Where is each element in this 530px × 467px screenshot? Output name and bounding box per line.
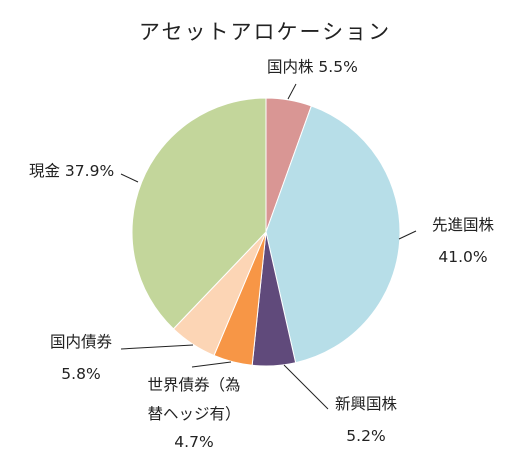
- slice-label-emerging-stocks: 新興国株 5.2%: [334, 395, 397, 445]
- slice-label-domestic-bonds: 国内債券 5.8%: [49, 333, 112, 383]
- slice-label-developed-stocks: 先進国株 41.0%: [431, 216, 494, 266]
- slice-label-domestic-stocks: 国内株 5.5%: [267, 58, 358, 76]
- chart-title: アセットアロケーション: [138, 20, 392, 44]
- pie-slice-developed-stocks: [265, 105, 401, 364]
- leader-line-domestic-bonds: [120, 344, 194, 350]
- leader-line-cash: [120, 173, 139, 183]
- pie-slice-cash: [131, 97, 267, 330]
- leader-line-world-bonds: [191, 361, 232, 368]
- leader-line-emerging-stocks: [283, 364, 329, 410]
- leader-line-developed-stocks: [398, 230, 417, 240]
- slice-label-cash: 現金 37.9%: [29, 162, 115, 180]
- slice-label-world-bonds: 世界債券（為 替ヘッジ有） 4.7%: [147, 376, 241, 451]
- leader-line-domestic-stocks: [287, 83, 297, 100]
